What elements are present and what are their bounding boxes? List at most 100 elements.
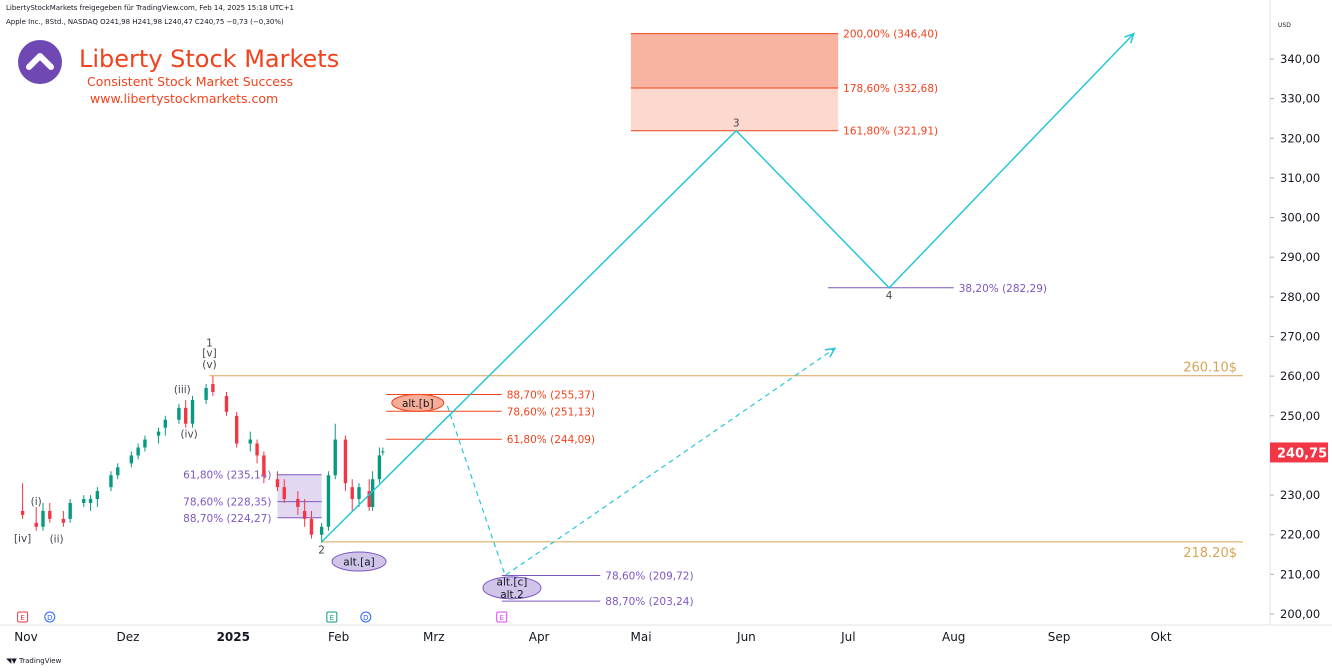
x-tick-label: Jun	[736, 630, 756, 644]
alt-a-badge	[331, 551, 387, 572]
candle-body	[302, 510, 307, 519]
wave-label: (i)	[31, 496, 42, 508]
brand-title: Liberty Stock Markets	[79, 45, 340, 73]
chevron-up-icon	[26, 53, 54, 70]
wave-label: (ii)	[50, 534, 64, 546]
liberty-logo-icon	[18, 40, 62, 84]
alt-b-badge	[391, 393, 445, 412]
fib-level-label: 200,00% (346,40)	[843, 29, 938, 41]
candle-body	[41, 510, 45, 527]
fib-level-label: 178,60% (332,68)	[843, 83, 938, 95]
wave-label: 2	[318, 545, 325, 557]
wave-label: (v)	[202, 359, 216, 371]
event-marker-label: D	[47, 614, 52, 622]
x-tick-label: Nov	[14, 630, 37, 644]
y-tick-label: 340,00	[1280, 52, 1320, 66]
fib-level-label: 88,70% (224,27)	[183, 513, 271, 525]
candle-body	[34, 522, 38, 527]
candle-body	[20, 510, 25, 515]
y-tick-label: 200,00	[1280, 607, 1320, 621]
fib-level-label: 78,60% (209,72)	[605, 570, 693, 582]
tradingview-label: TradingView	[19, 657, 62, 665]
dividend-marker[interactable]	[44, 611, 56, 623]
candle-body	[109, 475, 113, 488]
event-marker-label: E	[330, 614, 334, 622]
y-tick-label: 300,00	[1280, 211, 1320, 225]
candle-body	[370, 479, 375, 507]
x-tick-label: 2025	[217, 630, 250, 644]
tradingview-footer[interactable]: ◥▼ TradingView	[6, 657, 61, 665]
fib-level-label: 88,70% (203,24)	[605, 596, 693, 608]
x-tick-label: Mrz	[423, 630, 445, 644]
candle-body	[381, 451, 385, 453]
fib-level-label: 78,60% (228,35)	[183, 497, 271, 509]
fib-level-label: 161,80% (321,91)	[843, 126, 938, 138]
candle-body	[224, 395, 229, 412]
candle-body	[116, 467, 120, 476]
event-marker-label: E	[500, 614, 504, 622]
candle-body	[343, 439, 348, 484]
candle-body	[333, 439, 337, 476]
candle-body	[82, 499, 86, 503]
earnings-marker[interactable]	[326, 611, 338, 623]
candle-body	[184, 407, 188, 424]
candle-body	[68, 503, 72, 519]
candle-body	[296, 499, 300, 507]
wave-label: 1	[206, 337, 213, 349]
event-marker-label: E	[20, 614, 24, 622]
candle-body	[177, 407, 181, 420]
x-tick-label: Aug	[942, 630, 965, 644]
candle-body	[136, 447, 140, 456]
y-tick-label: 280,00	[1280, 290, 1320, 304]
candle-body	[48, 510, 52, 519]
alt-b-label: alt.[b]	[402, 398, 434, 410]
fib-level-label: 61,80% (244,09)	[507, 434, 595, 446]
candle-body	[262, 455, 266, 476]
y-tick-label: 230,00	[1280, 488, 1320, 502]
alt-2-label: alt.2	[500, 589, 524, 601]
y-tick-label: 330,00	[1280, 92, 1320, 106]
level-label: 260.10$	[1183, 361, 1237, 376]
fib-level-label: 61,80% (235,14)	[183, 470, 271, 482]
candle-body	[211, 384, 215, 392]
x-tick-label: Jul	[840, 630, 855, 644]
wave-label: (iii)	[174, 384, 191, 396]
candle-body	[88, 499, 93, 503]
candle-body	[95, 491, 100, 500]
candle-body	[275, 479, 280, 488]
y-tick-label: 260,00	[1280, 369, 1320, 383]
projection-alt-arrowhead	[824, 347, 837, 358]
candle-body	[61, 518, 66, 523]
target-box-lower	[630, 88, 839, 131]
candle-body	[357, 487, 361, 500]
share-header: LibertyStockMarkets freigegeben für Trad…	[6, 4, 294, 12]
y-tick-label: 210,00	[1280, 567, 1320, 581]
x-tick-label: Feb	[328, 630, 349, 644]
wave-label: 3	[733, 117, 740, 129]
candle-body	[282, 487, 286, 500]
symbol-ohlc-header: Apple Inc., 8Std., NASDAQ O241,98 H241,9…	[6, 18, 284, 26]
candle-body	[248, 439, 252, 444]
x-tick-label: Okt	[1150, 630, 1171, 644]
earnings-marker[interactable]	[17, 611, 29, 623]
brand-url[interactable]: www.libertystockmarkets.com	[90, 91, 279, 106]
x-tick-label: Dez	[116, 630, 139, 644]
wave-label: [iv]	[14, 533, 31, 545]
candle-body	[326, 475, 331, 527]
fib-level-label: 38,20% (282,29)	[959, 283, 1047, 295]
y-tick-label: 250,00	[1280, 409, 1320, 423]
wave-label: 4	[886, 290, 893, 302]
alt-a-label: alt.[a]	[343, 557, 374, 569]
dividend-marker[interactable]	[360, 611, 372, 623]
projection-arrowhead	[1124, 32, 1136, 44]
projection-path-main	[321, 33, 1135, 543]
last-price-tag	[1270, 442, 1328, 463]
candle-body	[367, 491, 371, 507]
alt-c-badge	[482, 576, 542, 600]
candle-body	[319, 526, 324, 535]
earnings-marker[interactable]	[496, 611, 508, 623]
candle-body	[143, 439, 147, 448]
candle-body	[163, 419, 168, 428]
candle-body	[309, 518, 314, 535]
